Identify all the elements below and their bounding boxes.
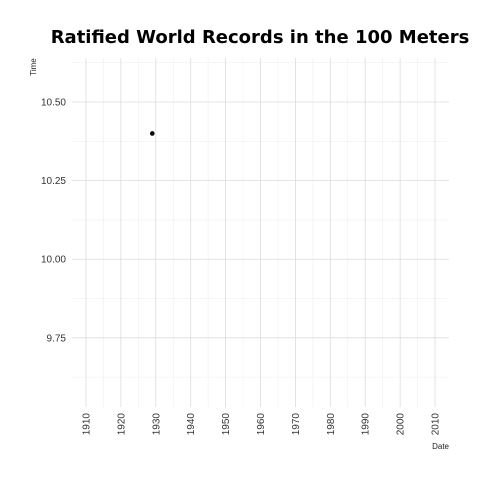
major-grid [72, 58, 449, 407]
y-axis-title: Time [29, 58, 38, 76]
x-tick-label: 1910 [81, 413, 92, 436]
y-tick-label: 10.25 [41, 176, 66, 187]
x-tick-label: 1940 [186, 413, 197, 436]
x-tick-label: 1920 [116, 413, 127, 436]
y-axis-ticks: 9.75 10.00 10.25 10.50 [41, 98, 66, 345]
y-tick-label: 9.75 [47, 333, 67, 344]
x-tick-label: 1950 [221, 413, 232, 436]
y-tick-label: 10.50 [41, 98, 66, 109]
x-axis-title: Date [432, 442, 449, 451]
x-axis-ticks: 1910 1920 1930 1940 1950 1960 1970 1980 1990 2000… [81, 413, 441, 436]
data-points [149, 131, 155, 136]
x-tick-label: 2010 [431, 413, 442, 436]
y-tick-label: 10.00 [41, 255, 66, 266]
record-point [149, 131, 155, 136]
x-tick-label: 2000 [396, 413, 407, 436]
x-tick-label: 1970 [291, 413, 302, 436]
x-tick-label: 1960 [256, 413, 267, 436]
x-tick-label: 1990 [361, 413, 372, 436]
x-tick-label: 1930 [151, 413, 162, 436]
x-tick-label: 1980 [326, 413, 337, 436]
chart-title: Ratified World Records in the 100 Meters [51, 27, 470, 48]
